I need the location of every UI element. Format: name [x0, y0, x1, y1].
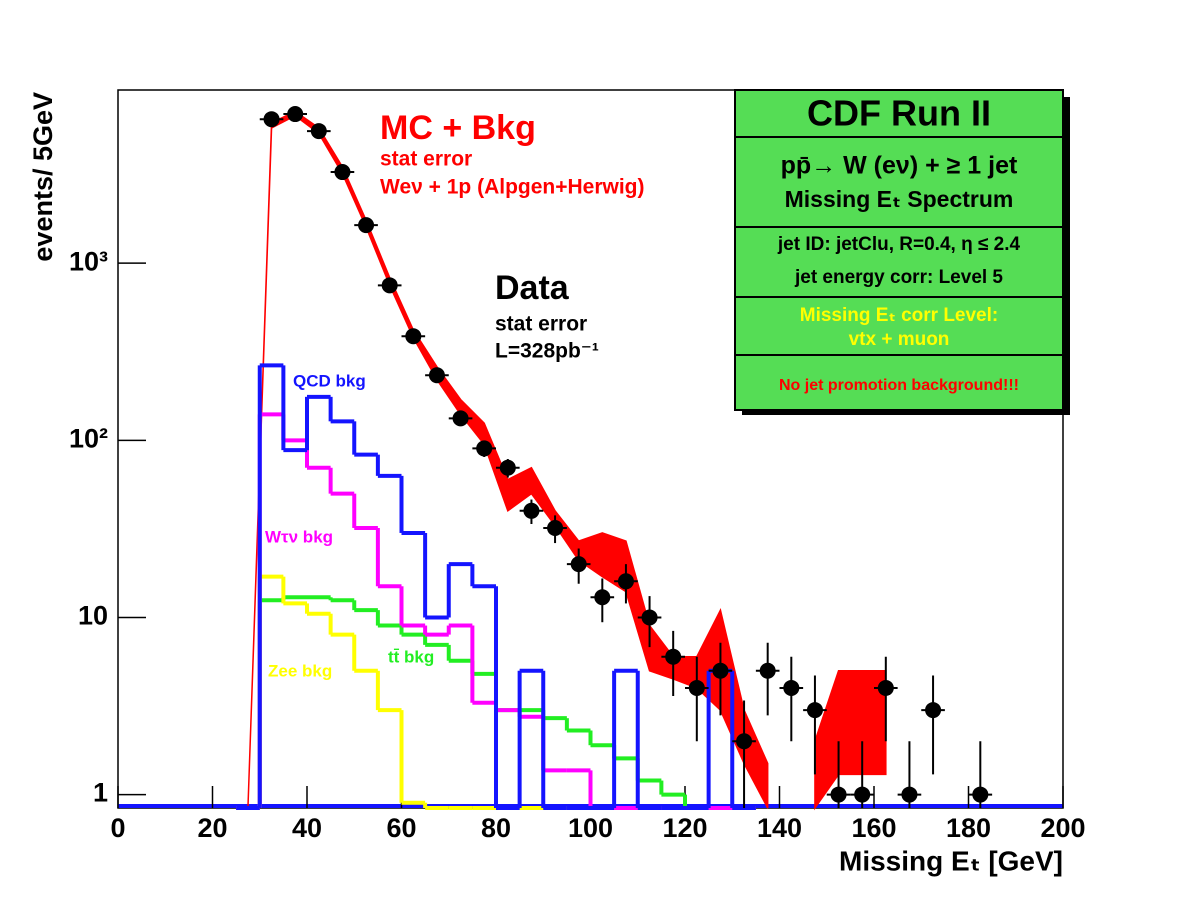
data-point: [523, 502, 540, 519]
series-label: Zee bkg: [268, 661, 332, 680]
data-point: [358, 217, 375, 234]
box-line: pp̄→ W (eν) + ≥ 1 jet: [781, 152, 1018, 180]
data-point: [806, 702, 823, 719]
data-point: [381, 277, 398, 294]
data-point: [641, 609, 658, 626]
data-point: [972, 786, 989, 803]
x-tick-label: 160: [851, 813, 896, 843]
box-line: jet ID: jetClu, R=0.4, η ≤ 2.4: [777, 234, 1021, 255]
mc-label: MC + Bkg: [380, 109, 536, 147]
data-point: [759, 662, 776, 679]
data-note: stat error: [495, 313, 587, 336]
data-point: [310, 123, 327, 140]
y-axis-label: events/ 5GeV: [28, 92, 58, 262]
x-tick-label: 200: [1040, 813, 1085, 843]
x-tick-label: 80: [481, 813, 511, 843]
data-point: [783, 679, 800, 696]
data-point: [925, 702, 942, 719]
box-line: Missing Eₜ Spectrum: [785, 186, 1014, 212]
y-tick-label: 10³: [69, 246, 108, 276]
data-point: [287, 106, 304, 123]
x-tick-label: 20: [197, 813, 227, 843]
box-title: CDF Run II: [807, 93, 991, 134]
series-label: Wτν bkg: [265, 527, 333, 546]
x-axis-label: Missing Eₜ [GeV]: [839, 845, 1063, 876]
data-note: L=328pb⁻¹: [495, 340, 599, 363]
data-point: [594, 589, 611, 606]
x-tick-label: 0: [110, 813, 125, 843]
data-point: [688, 679, 705, 696]
data-point: [263, 111, 280, 128]
data-point: [736, 733, 753, 750]
data-point: [854, 786, 871, 803]
data-point: [476, 440, 493, 457]
y-tick-label: 1: [93, 778, 108, 808]
box: [734, 89, 1064, 411]
data-point: [499, 459, 516, 476]
data-point: [428, 367, 445, 384]
series-label: tt̄ bkg: [388, 647, 434, 666]
box-line: No jet promotion background!!!: [779, 377, 1019, 394]
series-label: QCD bkg: [293, 371, 366, 390]
x-tick-label: 40: [292, 813, 322, 843]
data-point: [712, 662, 729, 679]
box-line: jet energy corr: Level 5: [794, 267, 1003, 288]
mc-note: stat error: [380, 148, 472, 171]
data-point: [901, 786, 918, 803]
mc-band: [247, 110, 769, 809]
data-point: [617, 573, 634, 590]
data-point: [665, 648, 682, 665]
data-point: [877, 679, 894, 696]
data-point: [334, 164, 351, 181]
box-line: vtx + muon: [849, 329, 950, 350]
y-tick-label: 10²: [69, 423, 108, 453]
x-tick-label: 120: [662, 813, 707, 843]
data-point: [547, 519, 564, 536]
data-point: [570, 556, 587, 573]
data-label: Data: [495, 269, 570, 307]
info-box: CDF Run II pp̄→ W (eν) + ≥ 1 jet Missing…: [734, 89, 1070, 415]
x-tick-label: 100: [568, 813, 613, 843]
mc-note: Weν + 1p (Alpgen+Herwig): [380, 176, 645, 199]
x-tick-label: 60: [386, 813, 416, 843]
mc-band: [814, 670, 887, 811]
data-point: [830, 786, 847, 803]
y-tick-label: 10: [78, 601, 108, 631]
data-point: [405, 328, 422, 345]
data-point: [452, 410, 469, 427]
x-tick-label: 140: [757, 813, 802, 843]
x-tick-label: 180: [946, 813, 991, 843]
plot-area: 0 20 40 60 80 100 120 140 160 180 200 1 10 10² 10³ tt̄ …: [69, 106, 1086, 843]
box-line: Missing Eₜ corr Level:: [800, 305, 998, 326]
